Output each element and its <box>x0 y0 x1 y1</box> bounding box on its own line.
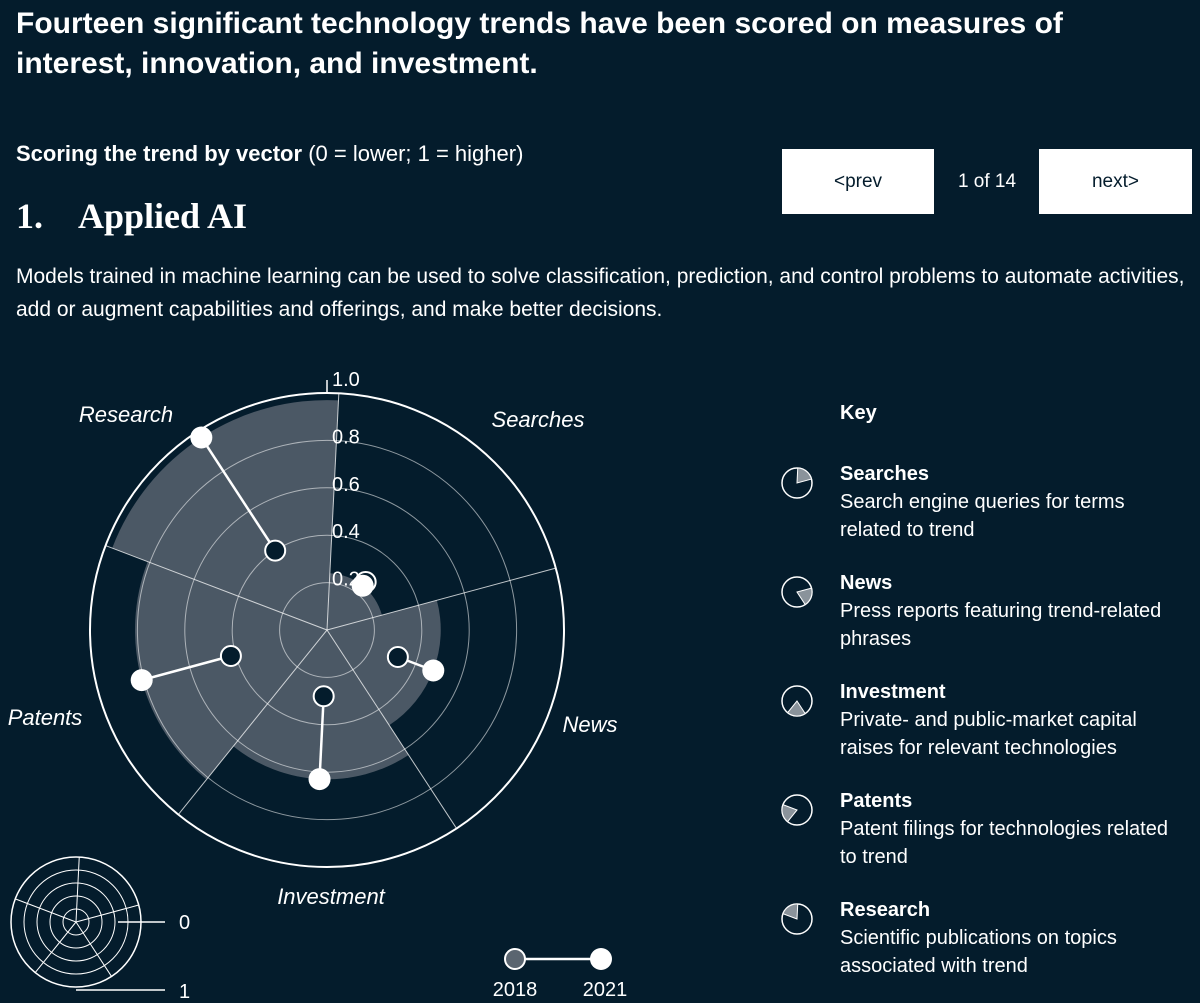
pie-segment-icon <box>781 685 813 717</box>
grid-ring <box>231 534 423 726</box>
tick-label: 0.8 <box>332 426 360 448</box>
year-legend-dot-2018 <box>504 948 526 970</box>
trend-number: 1. <box>16 196 43 236</box>
area-wedge-news <box>327 600 441 726</box>
tick-label: 0.4 <box>332 521 360 543</box>
key-item-name: Patents <box>840 790 913 812</box>
tick-label: 1.0 <box>332 369 360 391</box>
dot-2018-news <box>386 646 409 669</box>
key-icon-ring <box>781 467 813 499</box>
key-item-name: Research <box>840 899 931 921</box>
mini-spoke <box>75 857 80 923</box>
mini-spoke <box>34 921 77 973</box>
trend-name: Applied AI <box>78 196 248 236</box>
category-label-group: Searches News Investment Patents Research <box>8 402 618 909</box>
area-wedge-patents <box>135 561 327 780</box>
mini-scale-max-label: 1 <box>179 981 190 1003</box>
key-item-description: Scientific publications on topics associ… <box>840 927 1117 977</box>
area-wedge-searches <box>327 573 382 630</box>
mini-spoke <box>75 904 139 923</box>
year-legend-dot-2021 <box>590 948 612 970</box>
dot-2021-searches <box>351 574 374 597</box>
scoring-label: Scoring the trend by vector (0 = lower; … <box>16 139 523 169</box>
tick-label: 0.6 <box>332 474 360 496</box>
mini-spoke <box>15 898 77 923</box>
mini-ring <box>49 895 103 949</box>
trend-title: 1. Applied AI <box>16 192 247 240</box>
dot-2021-patents <box>130 669 153 692</box>
spoke-line <box>177 629 328 815</box>
prev-button[interactable]: <prev <box>782 149 934 214</box>
mini-ring <box>62 908 90 936</box>
key-item-description: Press reports featuring trend-related ph… <box>840 600 1162 650</box>
key-icon-wedge <box>786 700 806 717</box>
dot-2018-patents <box>219 644 242 667</box>
key-icon-wedge <box>781 804 798 823</box>
category-label-research: Research <box>79 402 173 427</box>
grid-ring <box>136 439 518 821</box>
key-title: Key <box>840 402 877 424</box>
dot-2021-news <box>422 659 445 682</box>
year-legend: 2018 2021 <box>493 948 628 1001</box>
spoke-line <box>326 629 457 829</box>
category-label-investment: Investment <box>277 884 385 909</box>
connector-patents <box>141 654 232 682</box>
category-label-patents: Patents <box>8 705 83 730</box>
trend-description: Models trained in machine learning can b… <box>16 265 1185 321</box>
key-icon-wedge <box>796 467 813 484</box>
radar-chart: 1.00.80.60.40.2 SearchesNewsInvestmentPa… <box>8 369 628 1003</box>
headline: Fourteen significant technology trends h… <box>16 7 1063 80</box>
connector-investment <box>318 696 325 780</box>
dot-2021-research <box>190 426 213 449</box>
dot-2018-research <box>264 539 287 562</box>
area-wedge-research <box>112 400 339 630</box>
mini-ring <box>36 882 116 962</box>
mini-spoke <box>75 921 112 977</box>
area-group <box>112 400 441 780</box>
key-item-name: News <box>840 572 893 594</box>
pie-segment-icon <box>781 467 813 499</box>
key-icon-wedge <box>782 903 799 920</box>
year-legend-label-2018: 2018 <box>493 979 538 1001</box>
connector-research <box>200 436 277 552</box>
spoke-line <box>326 567 556 631</box>
key-item-description: Patent filings for technologies related … <box>840 818 1168 868</box>
mini-scale-rings <box>10 856 142 988</box>
category-label-searches: Searches <box>492 407 585 432</box>
dot-group <box>130 426 445 791</box>
mini-scale-legend: 0 1 <box>10 856 190 1003</box>
dot-2021-investment <box>308 768 331 791</box>
next-button[interactable]: next> <box>1039 149 1192 214</box>
grid-ring <box>279 582 375 678</box>
key-item-description: Search engine queries for terms related … <box>840 491 1125 541</box>
spoke-group <box>105 380 556 829</box>
mini-scale-min-label: 0 <box>179 912 190 934</box>
page-indicator: 1 of 14 <box>957 170 1017 192</box>
key-icon-wedge <box>796 587 813 606</box>
dot-2018-investment <box>312 685 335 708</box>
scoring-range: (0 = lower; 1 = higher) <box>308 141 524 166</box>
tick-group: 1.00.80.60.40.2 <box>332 369 360 591</box>
key-item-description: Private- and public-market capital raise… <box>840 709 1137 759</box>
key-item-name: Searches <box>840 463 929 485</box>
pie-segment-icon <box>781 794 813 826</box>
key-item-name: Investment <box>840 681 946 703</box>
pie-segment-icon <box>781 576 813 608</box>
pie-segment-icon <box>781 903 813 935</box>
spoke-line <box>326 393 340 631</box>
scoring-title: Scoring the trend by vector <box>16 141 303 166</box>
category-label-news: News <box>562 712 617 737</box>
spoke-line <box>105 545 328 631</box>
year-legend-label-2021: 2021 <box>583 979 628 1001</box>
